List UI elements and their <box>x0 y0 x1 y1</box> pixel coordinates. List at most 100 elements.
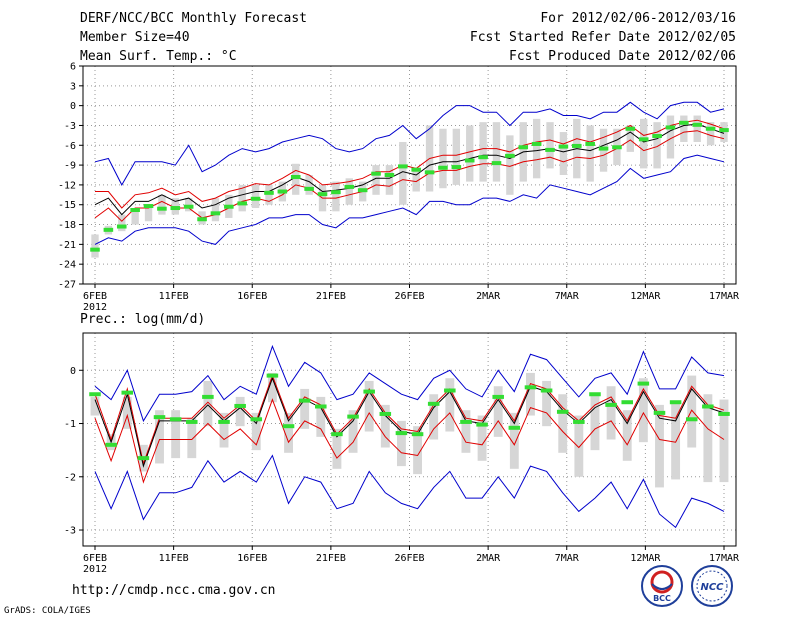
y-tick-label: 6 <box>70 62 76 73</box>
observed-mark <box>424 170 435 175</box>
spread-box <box>90 396 100 416</box>
observed-mark <box>169 417 182 422</box>
spread-box <box>332 181 340 212</box>
spread-box <box>479 122 487 182</box>
spread-box <box>671 402 681 480</box>
spread-box <box>144 204 153 222</box>
observed-mark <box>621 400 633 405</box>
spread-box <box>235 396 245 427</box>
x-year-label: 2012 <box>83 302 107 313</box>
spread-box <box>559 132 568 175</box>
observed-mark <box>143 204 154 209</box>
spread-box <box>439 128 447 189</box>
observed-mark <box>371 171 381 176</box>
variable-label-temperature: Mean Surf. Temp.: °C <box>80 49 237 64</box>
x-tick-label: 12MAR <box>630 291 661 302</box>
spread-box <box>626 125 634 152</box>
observed-mark <box>612 145 622 150</box>
spread-box <box>706 122 715 146</box>
spread-box <box>251 412 261 451</box>
x-tick-label: 17MAR <box>709 291 740 302</box>
observed-mark <box>638 137 649 142</box>
x-tick-label: 16FEB <box>237 291 267 302</box>
spread-box <box>542 380 552 427</box>
observed-mark <box>573 419 585 424</box>
spread-box <box>492 122 501 182</box>
spread-box <box>666 115 675 159</box>
grads-credit: GrADS: COLA/IGES <box>4 606 91 616</box>
observed-mark <box>344 184 355 189</box>
upper-spread-line <box>95 119 725 209</box>
y-tick-label: -18 <box>58 220 76 231</box>
observed-mark <box>250 417 263 422</box>
observed-mark <box>460 419 472 424</box>
observed-mark <box>237 201 247 206</box>
observed-mark <box>491 161 502 166</box>
observed-mark <box>719 128 729 133</box>
observed-mark <box>589 392 601 397</box>
observed-mark <box>572 143 582 148</box>
observed-mark <box>524 385 537 390</box>
spread-box <box>461 410 471 453</box>
spread-box <box>211 198 220 222</box>
y-tick-label: -15 <box>58 200 76 211</box>
spread-box <box>372 165 380 195</box>
observed-mark <box>157 206 167 211</box>
observed-mark <box>103 227 114 232</box>
x-tick-label: 12MAR <box>630 553 661 564</box>
spread-box <box>238 184 246 212</box>
forecast-period: For 2012/02/06-2012/03/16 <box>540 11 736 26</box>
spread-box <box>466 125 474 182</box>
observed-mark <box>518 145 529 150</box>
max-line <box>94 344 725 423</box>
observed-mark <box>476 422 488 427</box>
source-url[interactable]: http://cmdp.ncc.cma.gov.cn <box>72 583 276 598</box>
spread-box <box>574 415 584 477</box>
x-tick-label: 16FEB <box>237 553 267 564</box>
spread-box <box>703 394 713 483</box>
temperature-panel: 6 3 0 -3 -6 -9 -12 -15 -18 -21 -24 -27 6FEB 11FEB 16FE… <box>58 62 740 314</box>
spread-box <box>493 386 503 437</box>
bcc-logo-text: BCC <box>653 594 671 603</box>
min-line <box>94 154 725 245</box>
precipitation-panel: 0 -1 -2 -3 6FEB 11FEB 16FEB 21FEB 26FEB 2MAR 7MAR 1… <box>64 332 740 575</box>
spread-box <box>590 394 600 451</box>
observed-mark <box>637 381 650 386</box>
observed-mark <box>665 125 676 130</box>
observed-mark <box>478 155 488 160</box>
observed-mark <box>363 389 375 394</box>
observed-mark <box>652 134 662 139</box>
observed-mark <box>116 224 127 229</box>
spread-box <box>429 394 439 440</box>
observed-mark <box>492 394 504 399</box>
spread-box <box>606 386 616 440</box>
x-tick-label: 7MAR <box>555 291 580 302</box>
spread-box <box>397 420 406 467</box>
spread-box <box>653 122 661 169</box>
max-line <box>94 101 725 186</box>
observed-mark <box>290 174 301 179</box>
observed-mark <box>451 165 462 170</box>
observed-mark <box>692 122 703 127</box>
y-tick-label: -21 <box>58 240 76 251</box>
x-tick-label: 17MAR <box>709 553 740 564</box>
spread-box <box>292 163 300 195</box>
x-tick-label: 26FEB <box>394 553 424 564</box>
x-tick-label: 21FEB <box>316 291 346 302</box>
observed-mark <box>218 419 230 424</box>
x-tick-label: 11FEB <box>159 553 189 564</box>
observed-mark <box>411 167 421 172</box>
observed-mark <box>540 388 553 393</box>
min-line <box>94 454 725 529</box>
observed-mark <box>653 410 666 415</box>
observed-mark <box>379 411 392 416</box>
observed-mark <box>705 126 716 131</box>
spread-box <box>558 394 568 453</box>
upper-spread-line <box>94 374 725 466</box>
observed-mark <box>130 208 140 213</box>
x-tick-label: 6FEB <box>83 291 107 302</box>
observed-mark <box>282 424 295 429</box>
bcc-logo: BCC <box>641 565 683 607</box>
spread-box <box>155 410 164 464</box>
y-tick-label: -12 <box>58 180 76 191</box>
